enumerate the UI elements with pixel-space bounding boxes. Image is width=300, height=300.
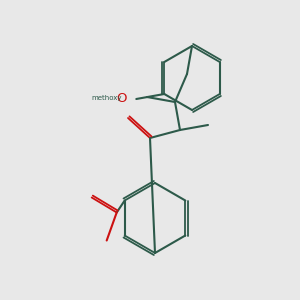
Text: methoxy: methoxy xyxy=(91,95,122,101)
Text: O: O xyxy=(116,92,127,106)
